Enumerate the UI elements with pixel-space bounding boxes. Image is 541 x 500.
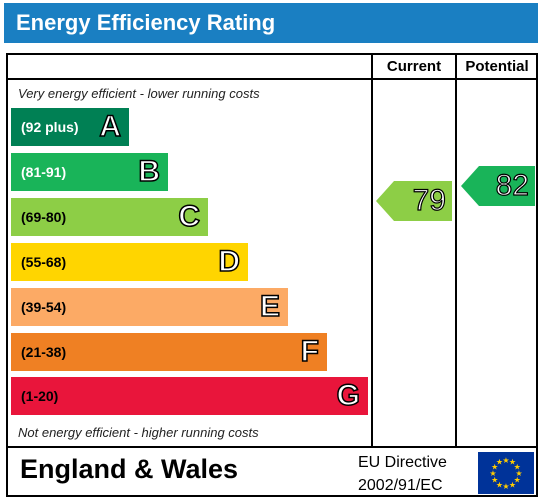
band-letter: F [300, 334, 320, 369]
potential-column-header: Potential [465, 58, 529, 75]
band-c: (69-80) C [11, 198, 208, 236]
current-rating-arrow: 79 [376, 181, 452, 221]
flag-star: ★ [491, 476, 498, 485]
band-range: (92 plus) [21, 119, 79, 135]
band-range: (1-20) [21, 388, 59, 404]
directive-line1: EU Directive [358, 454, 447, 471]
current-column-header: Current [386, 58, 442, 75]
band-d: (55-68) D [11, 243, 248, 281]
current-arrow-shape [376, 181, 452, 221]
rating-table [6, 53, 538, 497]
potential-rating-arrow: 82 [461, 166, 535, 206]
directive-line2: 2002/91/EC [358, 477, 443, 494]
caption-inefficient: Not energy efficient - higher running co… [18, 425, 259, 440]
column-divider [455, 55, 457, 446]
flag-star: ★ [514, 463, 521, 472]
band-a: (92 plus) A [11, 108, 129, 146]
flag-star: ★ [509, 458, 516, 467]
band-range: (39-54) [21, 299, 67, 315]
band-range: (81-91) [21, 164, 67, 180]
eu-directive: EU Directive 2002/91/EC [358, 451, 447, 497]
band-letter: B [138, 154, 161, 189]
eu-flag-icon: ★ ★ ★ ★ ★ ★ ★ ★ ★ ★ ★ ★ [478, 452, 534, 494]
band-letter: G [336, 378, 361, 413]
caption-efficient: Very energy efficient - lower running co… [18, 86, 260, 101]
band-f: (21-38) F [11, 333, 327, 371]
flag-star: ★ [496, 458, 503, 467]
band-letter: C [178, 199, 201, 234]
header-divider [6, 78, 538, 80]
column-divider [371, 55, 373, 446]
potential-arrow-shape [461, 166, 535, 206]
flag-star: ★ [491, 463, 498, 472]
flag-star: ★ [509, 480, 516, 489]
flag-star: ★ [502, 456, 509, 465]
band-range: (21-38) [21, 344, 67, 360]
band-letter: E [259, 289, 281, 324]
band-e: (39-54) E [11, 288, 288, 326]
band-range: (55-68) [21, 254, 67, 270]
band-g: (1-20) G [11, 377, 368, 415]
band-letter: A [99, 109, 122, 144]
flag-star: ★ [502, 482, 509, 491]
footer-divider [6, 446, 538, 448]
flag-star: ★ [496, 480, 503, 489]
band-letter: D [218, 244, 241, 279]
country-label: England & Wales [20, 454, 239, 484]
flag-star: ★ [514, 476, 521, 485]
potential-rating-value: 82 [495, 168, 530, 202]
band-b: (81-91) B [11, 153, 168, 191]
flag-star: ★ [515, 469, 522, 478]
current-rating-value: 79 [412, 183, 447, 217]
flag-star: ★ [489, 469, 496, 478]
page-title: Energy Efficiency Rating [4, 3, 538, 43]
band-range: (69-80) [21, 209, 67, 225]
